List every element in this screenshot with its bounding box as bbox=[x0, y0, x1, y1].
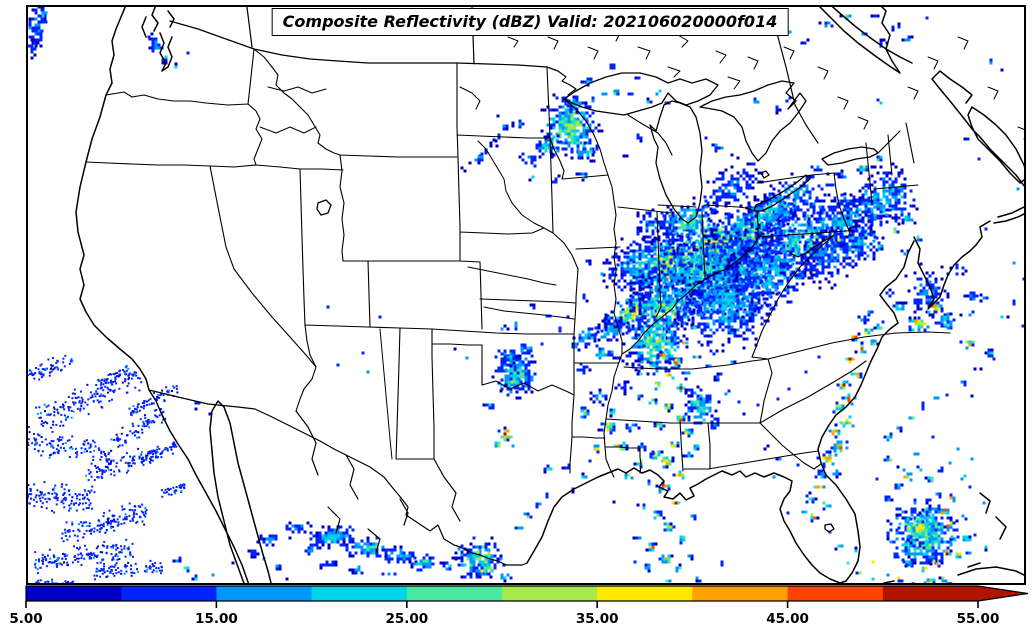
colorbar-tick-label: 25.00 bbox=[385, 611, 428, 627]
colorbar-tick-label: 5.00 bbox=[9, 611, 42, 627]
radar-map bbox=[28, 7, 1024, 583]
map-frame bbox=[26, 5, 1026, 585]
colorbar-outline bbox=[25, 585, 1029, 602]
colorbar-tick-labels: 5.00 15.00 25.00 35.00 45.00 55.00 bbox=[9, 611, 999, 627]
colorbar-ticks bbox=[25, 601, 979, 608]
colorbar-tick-label: 45.00 bbox=[766, 611, 809, 627]
rivers-and-detail-path bbox=[259, 14, 1024, 460]
coastline-path bbox=[75, 7, 1024, 583]
map-title: Composite Reflectivity (dBZ) Valid: 2021… bbox=[271, 8, 789, 36]
map-boundaries bbox=[75, 7, 1024, 583]
colorbar-tick-label: 15.00 bbox=[195, 611, 238, 627]
colorbar-tick-label: 35.00 bbox=[576, 611, 619, 627]
radar-echoes bbox=[28, 7, 1024, 583]
colorbar-segments bbox=[26, 586, 1028, 601]
colorbar-tick-label: 55.00 bbox=[957, 611, 1000, 627]
state-borders-path bbox=[85, 48, 951, 478]
colorbar: 5.00 15.00 25.00 35.00 45.00 55.00 bbox=[9, 585, 1029, 627]
